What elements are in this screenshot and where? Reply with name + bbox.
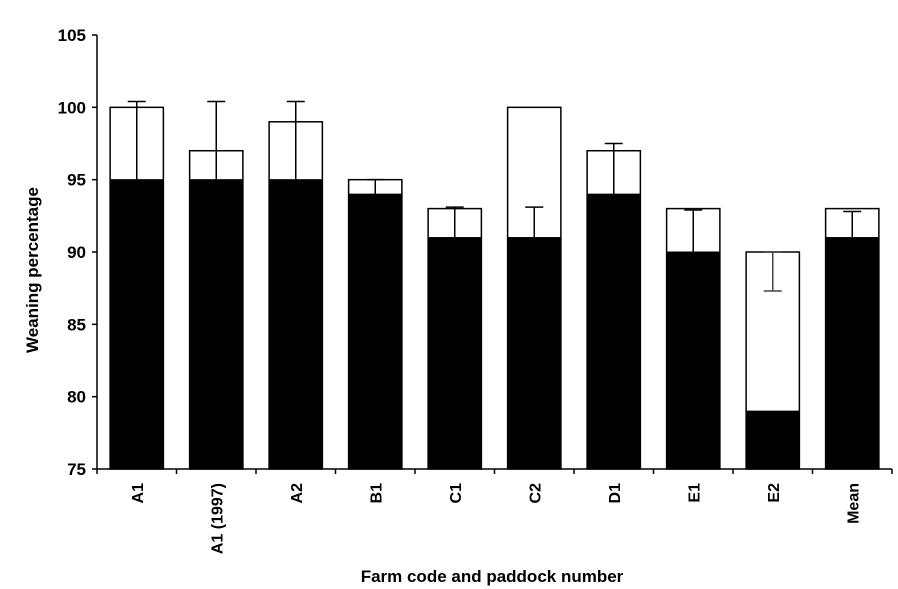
bar-base <box>189 179 244 470</box>
bar-base <box>825 237 880 470</box>
y-tick-label: 95 <box>67 171 86 190</box>
bar-base <box>745 410 800 470</box>
x-tick-label: C1 <box>448 483 465 504</box>
y-tick-label: 90 <box>67 243 86 262</box>
y-tick-label: 100 <box>58 98 86 117</box>
y-tick-label: 75 <box>67 460 86 479</box>
y-tick-label: 85 <box>67 315 86 334</box>
y-tick-label: 80 <box>67 388 86 407</box>
bar-base <box>427 237 482 470</box>
x-axis-label: Farm code and paddock number <box>361 567 624 586</box>
bar-base <box>586 193 641 470</box>
x-tick-label: A1 (1997) <box>209 483 226 554</box>
y-tick-label: 105 <box>58 26 86 45</box>
x-tick-label: A2 <box>289 483 306 504</box>
x-tick-label: B1 <box>368 483 385 504</box>
x-tick-label: E2 <box>766 483 783 503</box>
plot-area: 75 80 85 90 95 100 105 A1 A1 (1997) A2 B1 C1 C2 D1 E1 E… <box>58 26 893 554</box>
y-axis-label: Weaning percentage <box>23 187 42 353</box>
x-tick-label: C2 <box>527 483 544 504</box>
bar-base <box>268 179 323 470</box>
bar-base <box>666 251 721 470</box>
bar-base <box>109 179 164 470</box>
x-tick-label: Mean <box>845 483 862 524</box>
bar-base <box>507 237 562 470</box>
x-tick-label: A1 <box>130 483 147 504</box>
x-tick-label: E1 <box>686 483 703 503</box>
x-tick-label: D1 <box>607 483 624 504</box>
bar-base <box>348 193 403 470</box>
